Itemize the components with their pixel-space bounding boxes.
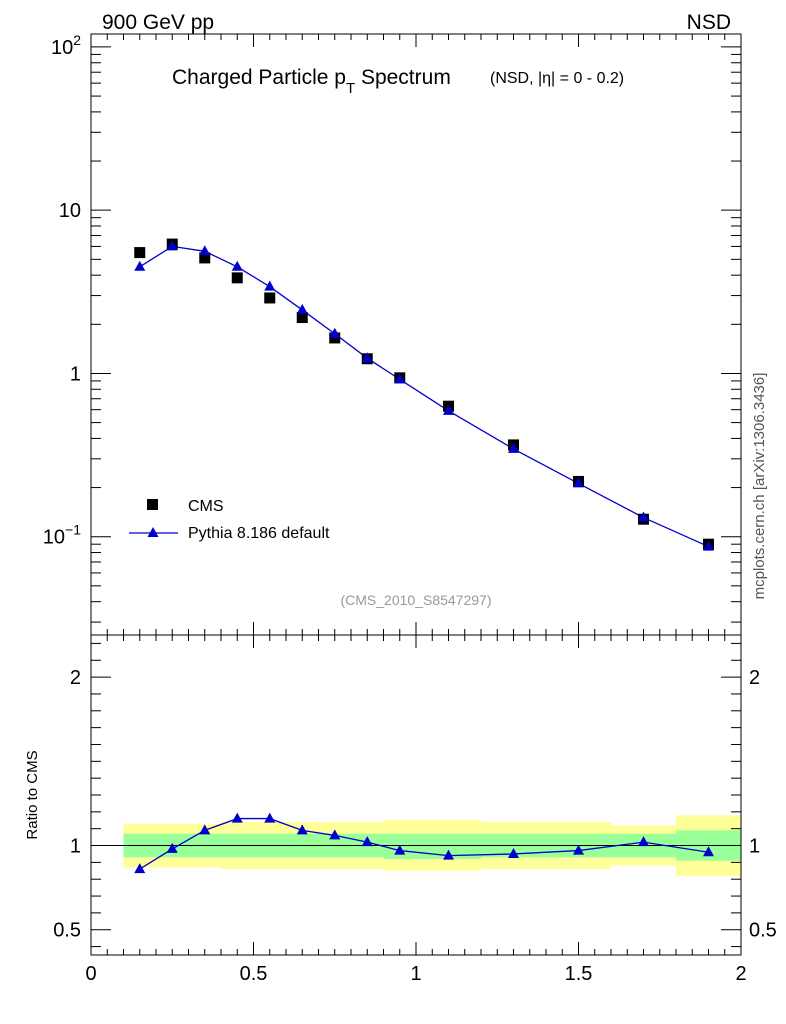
ratio-y-tick-label: 0.5: [53, 920, 81, 942]
ratio-data-point: [296, 824, 308, 835]
ratio-y-tick-label: 2: [70, 667, 81, 689]
pythia-data-point: [166, 240, 178, 251]
title-subscript: T: [346, 80, 355, 97]
main-axis-ticks: [90, 34, 742, 635]
cms-data-point: [329, 332, 341, 344]
main-plot-marks: [134, 238, 714, 551]
ratio-y-tick-label-right: 0.5: [749, 920, 777, 942]
pythia-data-point: [296, 303, 308, 314]
ratio-data-point: [134, 863, 146, 874]
main-y-tick-label: 1: [70, 363, 81, 385]
ratio-data-point: [573, 844, 584, 855]
pythia-data-point: [264, 280, 276, 291]
ratio-y-tick-label: 1: [70, 836, 81, 858]
pythia-data-point: [394, 373, 406, 384]
cms-data-point: [231, 272, 243, 284]
pythia-data-point: [134, 260, 146, 271]
header-right-text: NSD: [687, 11, 731, 34]
pythia-data-point: [443, 404, 454, 415]
x-tick-label: 1: [410, 963, 421, 985]
cms-data-point: [264, 292, 276, 304]
x-tick-label: 2: [735, 963, 746, 985]
ratio-data-point: [199, 824, 211, 835]
pythia-data-point: [199, 245, 211, 256]
main-y-tick-label: 10: [59, 200, 81, 222]
main-y-tick-label: 102: [51, 32, 81, 59]
ratio-series-line: [139, 817, 709, 870]
ratio-data-point: [443, 849, 454, 860]
ratio-y-tick-label-right: 2: [749, 667, 760, 689]
ratio-data-point: [264, 812, 276, 823]
ratio-ylabel: Ratio to CMS: [24, 750, 41, 839]
ratio-plot-marks: [134, 812, 714, 874]
ratio-data-point: [231, 812, 243, 823]
x-tick-label: 1.5: [565, 963, 593, 985]
cms-data-point: [134, 247, 146, 259]
ratio-data-point: [638, 836, 649, 847]
analysis-id-annotation: (CMS_2010_S8547297): [341, 592, 492, 608]
chart-title: Charged Particle pT Spectrum: [172, 66, 451, 97]
x-tick-label: 0: [85, 963, 96, 985]
ratio-data-point: [394, 844, 406, 855]
pythia-data-point: [231, 260, 243, 271]
ratio-y-tick-label-right: 1: [749, 836, 760, 858]
title-main: Charged Particle p: [172, 66, 346, 89]
header-left-text: 900 GeV pp: [102, 11, 214, 34]
legend-cms-label: CMS: [188, 498, 224, 515]
ratio-data-point: [329, 829, 341, 840]
x-tick-label: 0.5: [240, 963, 268, 985]
pythia-data-point: [508, 442, 519, 453]
ratio-data-point: [361, 836, 373, 847]
main-plot-frame: [90, 33, 742, 636]
ratio-axis-ticks: [90, 635, 742, 955]
legend: CMS Pythia 8.186 default: [129, 498, 330, 542]
title-tail: Spectrum: [355, 66, 451, 89]
pythia-data-point: [703, 540, 714, 551]
main-y-tick-label: 10−1: [43, 522, 81, 549]
pythia-data-point: [638, 511, 649, 522]
ratio-plot-frame: [90, 634, 742, 956]
legend-pythia-label: Pythia 8.186 default: [188, 525, 330, 542]
ratio-data-point: [703, 846, 714, 857]
cms-data-point: [199, 252, 211, 264]
side-source-label: mcplots.cern.ch [arXiv:1306.3436]: [751, 373, 768, 600]
pythia-data-point: [573, 477, 584, 488]
legend-pythia-marker: [147, 527, 159, 537]
pythia-data-point: [329, 327, 341, 338]
pythia-data-point: [361, 352, 373, 363]
title-extra: (NSD, |η| = 0 - 0.2): [490, 70, 624, 87]
ratio-data-point: [508, 847, 519, 858]
ratio-data-point: [166, 842, 178, 853]
pythia-series-line: [139, 245, 709, 548]
cms-data-point: [296, 312, 308, 324]
legend-cms-marker: [147, 499, 158, 510]
